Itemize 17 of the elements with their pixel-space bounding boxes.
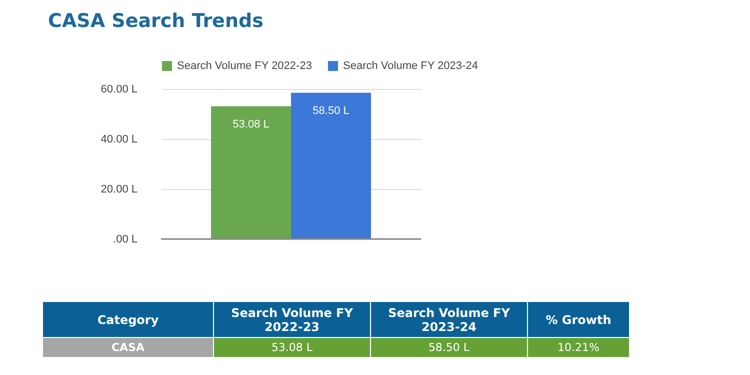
data-label: 58.50 L — [312, 104, 350, 117]
text: 53.08 L — [214, 338, 370, 358]
text: Category — [42, 302, 214, 338]
text: Search Volume FY 2022-23 — [214, 302, 370, 338]
text: 10.21% — [528, 338, 630, 358]
data-label: 53.08 L — [232, 118, 270, 130]
y-tick-label: 20.00 L — [100, 184, 138, 196]
chart-title: CASA Search Trends — [48, 10, 264, 32]
text: % Growth — [528, 302, 630, 338]
y-tick-label: 40.00 L — [100, 134, 138, 146]
text: 58.50 L — [370, 338, 528, 358]
legend-label: Search Volume FY 2022-23 — [177, 60, 312, 72]
y-tick-label: .00 L — [113, 234, 138, 246]
y-tick-label: 60.00 L — [100, 84, 138, 96]
text: CASA — [42, 338, 214, 358]
legend-label: Search Volume FY 2023-24 — [343, 60, 478, 72]
text: Search Volume FY 2023-24 — [370, 302, 528, 338]
